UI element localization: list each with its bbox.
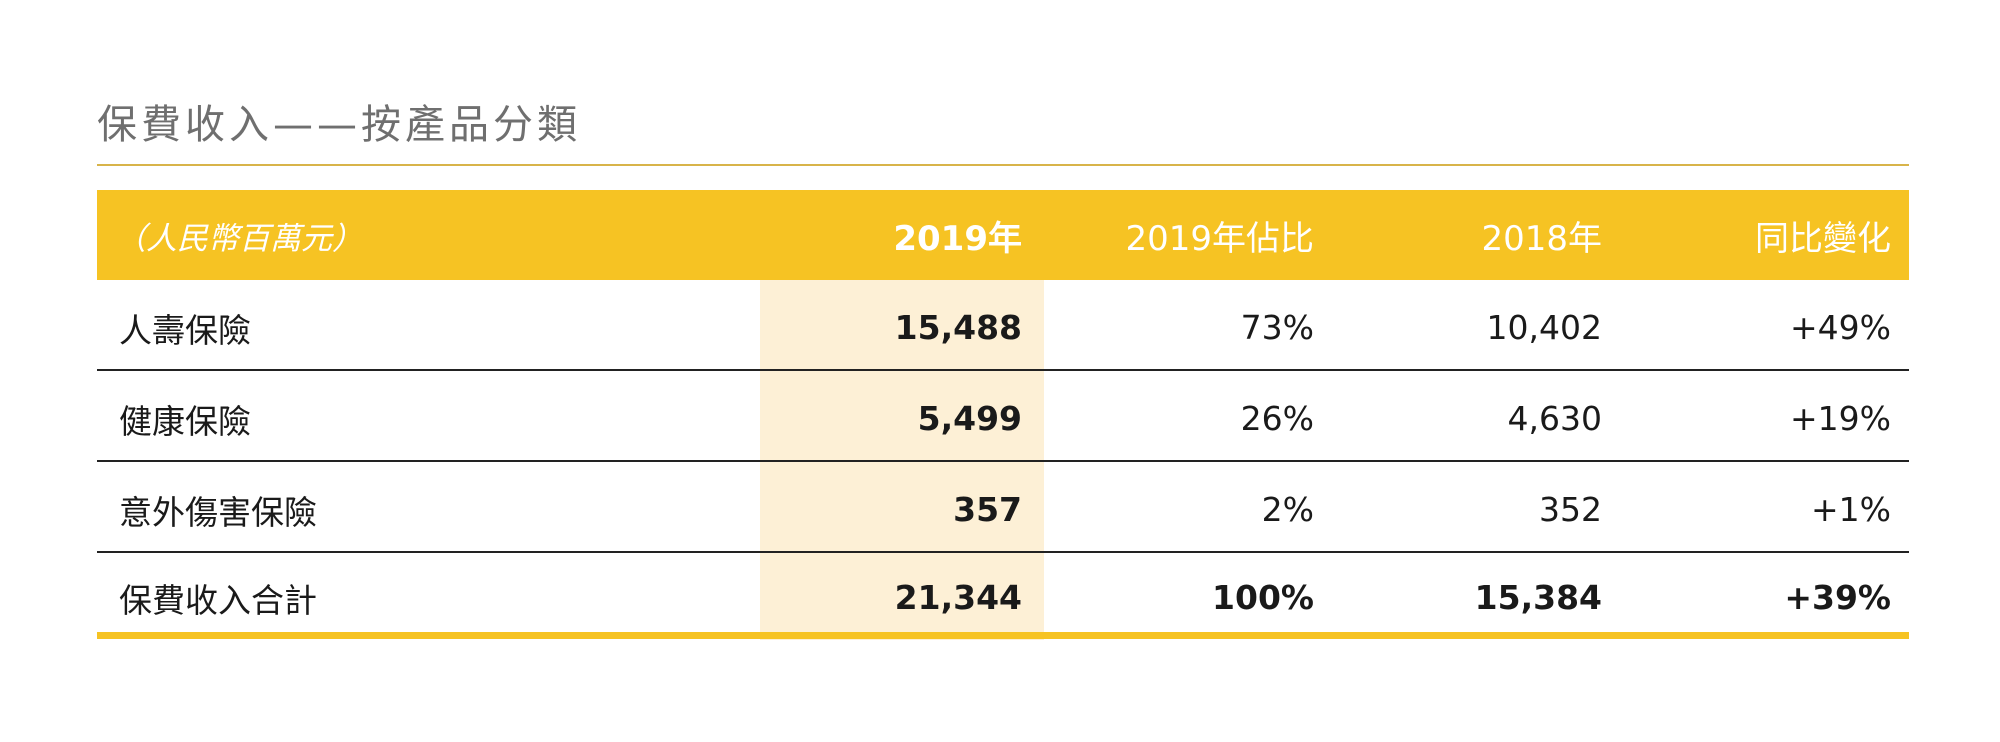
yoy-change: +1% — [1810, 490, 1891, 529]
header-unit: （人民幣百萬元） — [115, 220, 363, 257]
header-yoy-change: 同比變化 — [1755, 218, 1891, 259]
total-yoy-change: +39% — [1784, 578, 1891, 617]
value-2018: 4,630 — [1507, 399, 1602, 438]
header-2019-share: 2019年佔比 — [1125, 218, 1314, 259]
value-2018: 10,402 — [1486, 308, 1602, 347]
title-divider — [97, 164, 1909, 166]
share-2019: 2% — [1261, 490, 1314, 529]
table-total-row: 保費收入合計 21,344 100% 15,384 +39% — [97, 553, 1909, 639]
yoy-change: +49% — [1790, 308, 1891, 347]
value-2019: 357 — [953, 490, 1022, 529]
row-label: 人壽保險 — [119, 310, 251, 350]
row-label: 意外傷害保險 — [119, 492, 317, 532]
row-label: 健康保險 — [119, 401, 251, 441]
total-2018: 15,384 — [1474, 578, 1602, 617]
value-2018: 352 — [1539, 490, 1602, 529]
share-2019: 26% — [1240, 399, 1314, 438]
header-2019: 2019年 — [893, 218, 1022, 259]
header-2018: 2018年 — [1481, 218, 1602, 259]
value-2019: 15,488 — [894, 308, 1022, 347]
total-2019: 21,344 — [894, 578, 1022, 617]
total-share-2019: 100% — [1212, 578, 1314, 617]
table-row: 健康保險 5,499 26% 4,630 +19% — [97, 371, 1909, 462]
total-label: 保費收入合計 — [119, 580, 317, 620]
value-2019: 5,499 — [917, 399, 1022, 438]
page-title: 保費收入——按產品分類 — [97, 102, 581, 148]
yoy-change: +19% — [1790, 399, 1891, 438]
table-row: 人壽保險 15,488 73% 10,402 +49% — [97, 280, 1909, 371]
share-2019: 73% — [1240, 308, 1314, 347]
premium-table: （人民幣百萬元） 2019年 2019年佔比 2018年 同比變化 人壽保險 1… — [97, 190, 1909, 640]
table-row: 意外傷害保險 357 2% 352 +1% — [97, 462, 1909, 553]
table-header-row: （人民幣百萬元） 2019年 2019年佔比 2018年 同比變化 — [97, 190, 1909, 280]
